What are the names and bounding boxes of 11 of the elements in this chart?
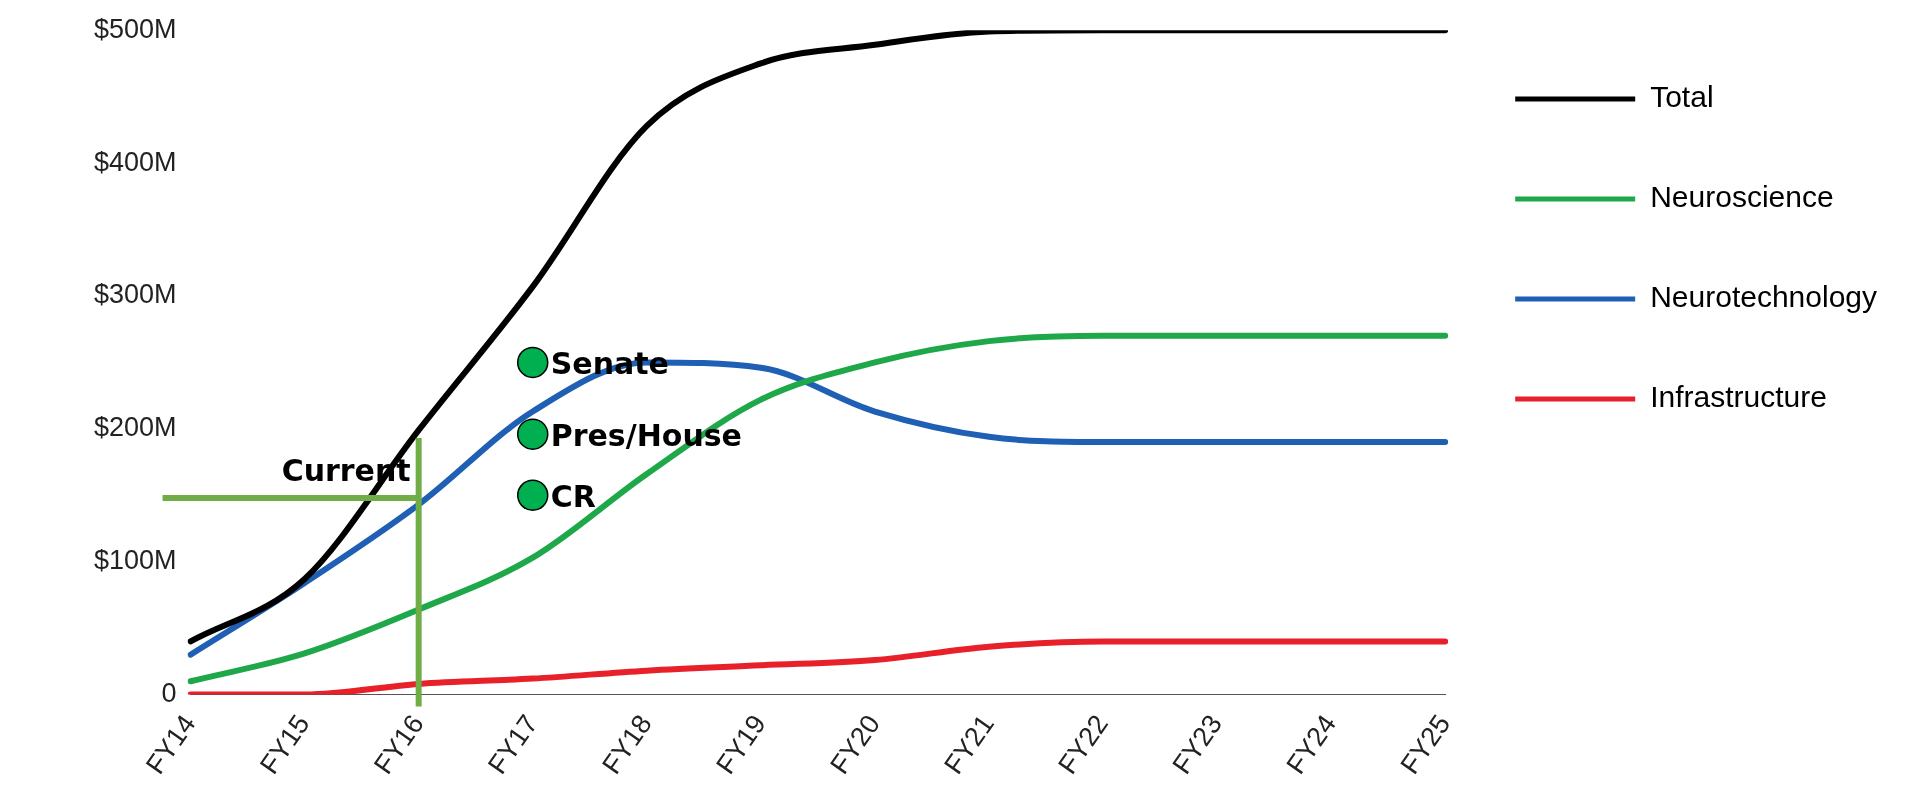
legend-label: Total (1650, 80, 1714, 114)
y-tick-label: 0 (161, 678, 177, 709)
y-tick-label: $200M (93, 412, 177, 443)
legend-label: Infrastructure (1650, 380, 1827, 414)
legend-label: Neuroscience (1650, 180, 1834, 214)
series-label: CR (550, 479, 596, 515)
y-tick-label: $400M (93, 146, 177, 177)
legend-label: Neurotechnology (1650, 280, 1878, 314)
y-tick-label: $300M (93, 279, 177, 310)
y-tick-label: $100M (93, 545, 177, 576)
y-tick-label: $500M (93, 13, 177, 44)
